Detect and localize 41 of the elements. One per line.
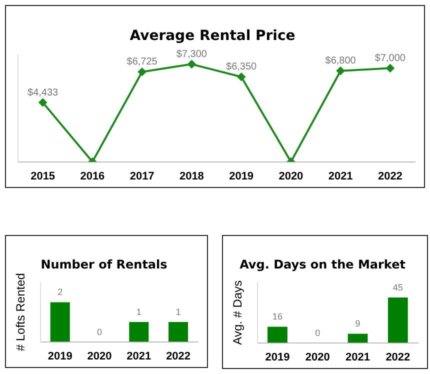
- x-tick-label: 2015: [30, 170, 56, 182]
- chart-title: Average Rental Price: [130, 28, 296, 44]
- y-axis-title: # Lofts Rented: [14, 273, 28, 352]
- x-tick-label: 2017: [130, 170, 154, 182]
- data-label: 0: [96, 326, 102, 337]
- data-label: $4,433: [28, 87, 59, 98]
- data-label: 45: [392, 282, 403, 292]
- x-tick-label: 2021: [346, 351, 370, 364]
- x-tick-label: 2022: [386, 351, 410, 364]
- x-tick-label: 2019: [265, 351, 290, 364]
- data-label: $7,300: [176, 48, 208, 60]
- point: [386, 64, 394, 72]
- data-label: 1: [176, 306, 181, 317]
- x-tick-label: 2021: [126, 350, 152, 362]
- point: [138, 68, 146, 76]
- x-tick-label: 2019: [229, 170, 254, 182]
- data-label: 0: [315, 328, 320, 338]
- x-tick-label: 2018: [179, 170, 204, 182]
- point: [336, 66, 345, 75]
- x-tick-label: 2021: [328, 170, 353, 182]
- data-label: 16: [272, 312, 282, 322]
- x-tick-label: 2020: [305, 351, 330, 364]
- y-axis-title: Avg. # Days: [230, 280, 245, 345]
- data-label: 9: [355, 318, 360, 329]
- x-tick-label: 2016: [80, 170, 105, 182]
- x-tick-label: 2019: [48, 350, 72, 362]
- x-tick-label: 2020: [87, 350, 112, 362]
- point: [188, 60, 196, 68]
- data-label: 1: [136, 306, 142, 317]
- data-label: $7,000: [374, 52, 406, 64]
- chart-title: Avg. Days on the Market: [240, 257, 406, 272]
- x-tick-label: 2022: [378, 170, 402, 182]
- data-label: 2: [58, 287, 63, 298]
- data-label: $6,350: [226, 62, 258, 73]
- point: [38, 98, 47, 107]
- data-label: $6,725: [126, 56, 158, 68]
- x-tick-label: 2022: [166, 350, 191, 362]
- chart-title: Number of Rentals: [40, 257, 168, 272]
- x-tick-label: 2020: [278, 170, 304, 182]
- point: [237, 72, 246, 81]
- data-label: $6,800: [325, 56, 356, 67]
